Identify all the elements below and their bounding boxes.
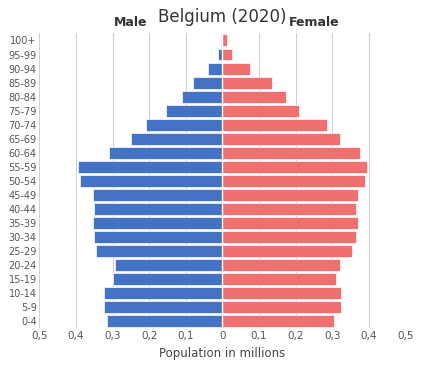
Bar (103, 287, 222, 299)
Bar (222, 133, 340, 145)
Bar (80, 175, 222, 187)
Bar (222, 189, 358, 201)
Bar (107, 315, 222, 327)
Bar (222, 273, 336, 285)
Title: Belgium (2020): Belgium (2020) (158, 8, 287, 26)
Bar (95, 203, 222, 215)
Bar (222, 161, 367, 173)
Text: Male: Male (114, 16, 148, 29)
Bar (222, 245, 352, 257)
Bar (222, 63, 250, 74)
Bar (95, 231, 222, 243)
Bar (146, 119, 222, 131)
Bar (222, 91, 287, 103)
Bar (96, 245, 222, 257)
Bar (222, 287, 341, 299)
Bar (222, 49, 232, 60)
Bar (222, 77, 272, 89)
Bar (222, 105, 299, 117)
Bar (182, 91, 222, 103)
Bar (78, 161, 222, 173)
Bar (114, 259, 222, 271)
Bar (218, 49, 222, 60)
Bar (109, 147, 222, 159)
Bar (92, 189, 222, 201)
Bar (222, 217, 358, 229)
Bar (222, 119, 327, 131)
Bar (113, 273, 222, 285)
Bar (222, 203, 356, 215)
Text: Female: Female (289, 16, 339, 29)
Bar (222, 175, 365, 187)
Bar (222, 259, 340, 271)
Bar (222, 147, 360, 159)
Bar (92, 217, 222, 229)
Bar (208, 63, 222, 74)
Bar (222, 315, 334, 327)
Bar (222, 231, 356, 243)
Bar (131, 133, 222, 145)
Bar (222, 301, 341, 313)
Bar (193, 77, 222, 89)
Bar (166, 105, 222, 117)
Bar (222, 35, 227, 46)
X-axis label: Population in millions: Population in millions (160, 347, 286, 360)
Bar (103, 301, 222, 313)
